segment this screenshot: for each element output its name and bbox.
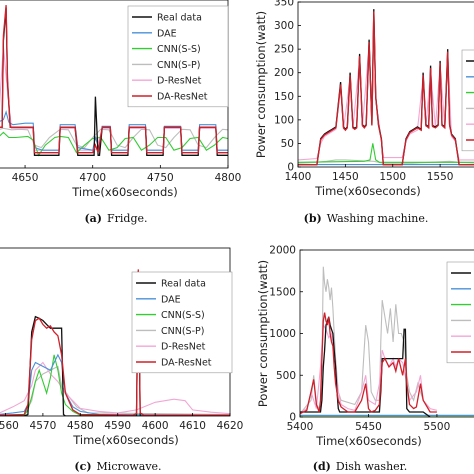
caption-b-text: Washing machine.	[327, 212, 429, 225]
caption-a: (a) Fridge.	[84, 212, 147, 225]
x-axis-label: Time(x60seconds)	[72, 433, 179, 447]
y-tick-label: 200	[274, 67, 294, 79]
y-tick-label: 0	[289, 412, 296, 424]
x-tick-label: 4560	[0, 420, 19, 432]
x-tick-label: 4700	[79, 172, 106, 184]
x-tick-label: 4800	[215, 172, 242, 184]
x-tick-label: 4570	[30, 420, 57, 432]
caption-b-tag: (b)	[304, 212, 322, 225]
series-line-da-resnet	[298, 11, 474, 166]
series-line-d-resnet	[298, 13, 474, 161]
y-tick-label: 50	[281, 138, 294, 150]
legend: Real data DAE CNN(S-S) CNN(S-P) D-ResNet DA-R…	[131, 271, 233, 374]
series-line-d-resnet	[0, 361, 230, 415]
y-tick-label: 250	[274, 44, 294, 56]
y-tick-label: 0	[287, 162, 294, 174]
caption-b: (b) Washing machine.	[304, 212, 429, 225]
x-tick-label: 4610	[179, 420, 206, 432]
panel-microwave: 4560 4570 4580 4590 4600 4610 4620 Time(x60seco…	[0, 247, 244, 447]
series-line-cnn-s-s-	[0, 354, 230, 416]
legend: Real dataDAECNN(S-S)CNN(S-P)D-ResNetDA-R…	[446, 261, 474, 364]
y-axis-label: Power consumption(watt)	[254, 11, 268, 158]
legend-label: DAE	[161, 294, 181, 305]
y-tick-label: 500	[276, 370, 296, 382]
series-group-d	[300, 266, 474, 417]
panel-fridge: 4650 4700 4750 4800 Time(x60seconds) Real dat…	[0, 0, 241, 199]
x-tick-label: 1500	[379, 171, 406, 183]
y-tick-label: 350	[274, 0, 294, 9]
x-axis-label: Time(x60seconds)	[71, 185, 178, 199]
legend-label: CNN(S-S)	[161, 310, 205, 321]
x-axis-label: Time(x60seconds)	[315, 434, 422, 448]
legend: Real data DAE CNN(S-S) CNN(S-P) D-ResNet DA-R…	[127, 5, 229, 108]
x-tick-label: 4590	[104, 420, 131, 432]
legend-label: D-ResNet	[157, 76, 202, 87]
panel-washing-machine: 1400 1450 1500 1550 0 50 100 150 200 250 300 350 Tim…	[254, 0, 474, 198]
x-tick-label: 5450	[355, 421, 382, 433]
legend-box	[461, 49, 474, 152]
caption-d-text: Dish washer.	[336, 460, 407, 473]
legend: Real dataDAECNN(S-S)CNN(S-P)D-ResNetDA-R…	[461, 49, 474, 152]
y-tick-label: 2000	[269, 245, 296, 257]
legend-label: DAE	[157, 28, 177, 39]
caption-c-tag: (c)	[74, 460, 91, 473]
series-line-cnn-s-s-	[298, 143, 474, 163]
series-line-real-data	[298, 9, 474, 166]
x-tick-label: 5500	[424, 421, 451, 433]
x-tick-label: 4580	[67, 420, 94, 432]
series-group-a	[0, 5, 228, 157]
plot-frame	[297, 1, 474, 168]
legend-label: Real data	[157, 13, 202, 24]
series-line-da-resnet	[0, 5, 228, 154]
x-tick-label: 4600	[142, 420, 169, 432]
x-tick-label: 1450	[332, 171, 359, 183]
caption-a-text: Fridge.	[107, 212, 148, 225]
caption-d-tag: (d)	[313, 460, 331, 473]
legend-label: D-ResNet	[161, 342, 206, 353]
legend-label: CNN(S-S)	[157, 44, 201, 55]
legend-label: DA-ResNet	[157, 92, 208, 103]
x-axis-label: Time(x60seconds)	[314, 184, 421, 198]
y-tick-label: 1500	[269, 286, 296, 298]
legend-label: CNN(S-P)	[161, 326, 204, 337]
y-tick-label: 100	[274, 114, 294, 126]
legend-label: DA-ResNet	[161, 358, 212, 369]
series-line-dae	[0, 353, 230, 416]
y-tick-label: 150	[274, 91, 294, 103]
x-tick-label: 5400	[287, 421, 314, 433]
series-group-b	[298, 9, 474, 166]
series-line-cnn-s-p-	[298, 159, 474, 164]
caption-c: (c) Microwave.	[74, 460, 161, 473]
y-tick-label: 1000	[269, 328, 296, 340]
x-tick-label: 1550	[427, 171, 454, 183]
caption-a-tag: (a)	[84, 212, 102, 225]
legend-box	[446, 261, 474, 364]
x-tick-label: 1400	[285, 171, 312, 183]
x-tick-label: 4750	[147, 172, 174, 184]
legend-box	[127, 5, 229, 108]
legend-label: Real data	[161, 279, 206, 290]
series-line-da-resnet	[300, 312, 437, 415]
y-tick-label: 300	[274, 20, 294, 32]
series-line-cnn-s-p-	[300, 266, 431, 415]
caption-d: (d) Dish washer.	[313, 460, 407, 473]
legend-box	[131, 271, 233, 374]
caption-c-text: Microwave.	[97, 460, 162, 473]
x-tick-label: 4620	[217, 420, 244, 432]
panel-dish-washer: 5400 5450 5500 0 500 1000 1500 2000 Time(x60seco…	[256, 245, 474, 448]
y-axis-label: Power consumption(watt)	[256, 260, 270, 407]
x-tick-label: 4650	[12, 172, 39, 184]
legend-label: CNN(S-P)	[157, 60, 200, 71]
